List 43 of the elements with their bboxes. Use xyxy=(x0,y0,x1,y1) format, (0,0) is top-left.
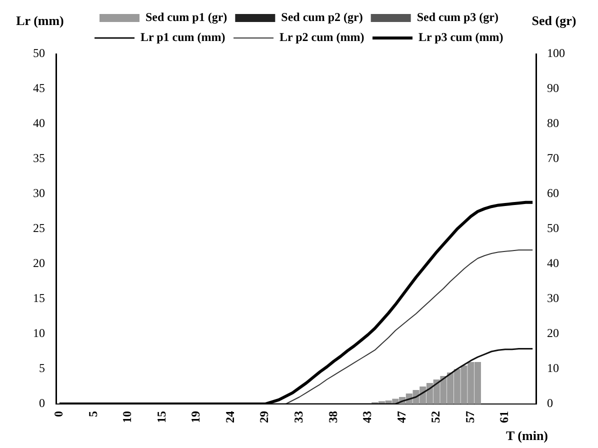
y2-tick-label: 50 xyxy=(547,221,559,236)
y2-tick-label: 10 xyxy=(547,361,559,376)
legend-label: Sed cum p1 (gr) xyxy=(146,10,228,24)
x-tick-label: 47 xyxy=(394,411,408,423)
y-tick-label: 50 xyxy=(33,46,45,60)
x-tick-label: 29 xyxy=(257,411,272,423)
y-tick-label: 20 xyxy=(33,256,45,270)
x-tick-label: 43 xyxy=(360,411,374,423)
y2-tick-label: 60 xyxy=(547,186,559,200)
x-tick-label: 15 xyxy=(154,411,168,423)
legend-label: Lr p1 cum (mm) xyxy=(140,30,226,44)
y-tick-label: 5 xyxy=(39,361,45,376)
y2-tick-label: 30 xyxy=(547,291,559,306)
y-tick-label: 45 xyxy=(33,81,45,96)
y2-tick-label: 70 xyxy=(547,151,559,166)
y-tick-label: 35 xyxy=(33,151,45,166)
y2-tick-label: 80 xyxy=(547,116,559,130)
y-tick-label: 30 xyxy=(33,186,45,200)
y2-tick-label: 20 xyxy=(547,326,559,340)
legend-label: Sed cum p3 (gr) xyxy=(416,10,499,24)
y2-tick-label: 90 xyxy=(547,81,559,96)
legend-label: Lr p3 cum (mm) xyxy=(418,30,504,44)
y-tick-label: 25 xyxy=(33,221,45,236)
y-tick-label: 40 xyxy=(33,116,45,130)
x-tick-label: 10 xyxy=(120,411,134,423)
y-axis-title: Lr (mm) xyxy=(16,12,64,28)
x-tick-label: 38 xyxy=(326,411,340,423)
y-tick-label: 15 xyxy=(33,291,45,306)
y2-tick-label: 40 xyxy=(547,256,559,270)
x-tick-label: 33 xyxy=(292,411,306,423)
x-tick-label: 0 xyxy=(52,411,66,417)
x-tick-label: 52 xyxy=(428,411,443,423)
x-axis-title: T (min) xyxy=(506,428,548,443)
legend-label: Sed cum p2 (gr) xyxy=(281,10,363,24)
x-tick-label: 61 xyxy=(497,411,512,423)
y-tick-label: 10 xyxy=(33,326,45,340)
x-tick-label: 57 xyxy=(462,411,477,423)
y2-tick-label: 100 xyxy=(547,46,565,60)
legend-label: Lr p2 cum (mm) xyxy=(280,30,364,44)
x-tick-label: 5 xyxy=(86,411,100,417)
y2-axis-title: Sed (gr) xyxy=(532,12,576,28)
x-tick-label: 24 xyxy=(222,411,237,423)
x-tick-label: 19 xyxy=(188,411,203,423)
